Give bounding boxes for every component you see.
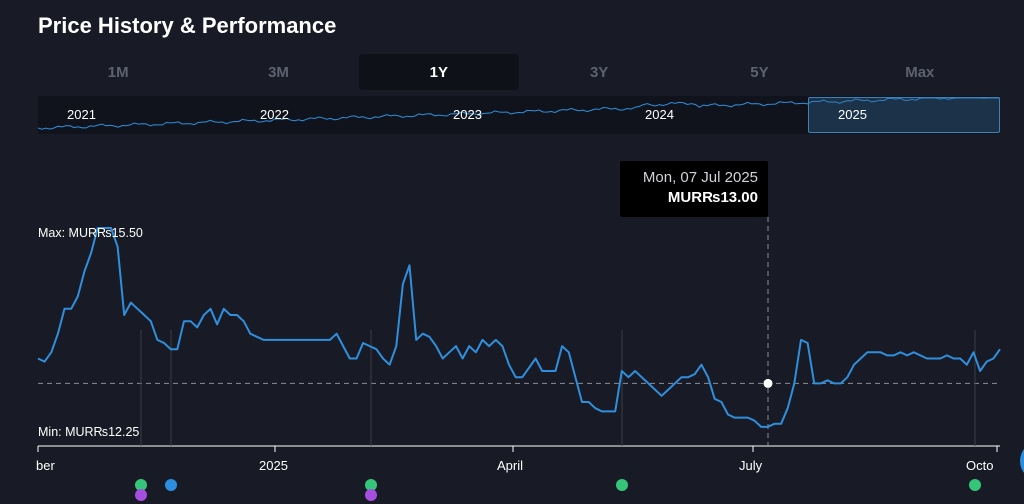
navigator-year-2022: 2022 bbox=[260, 107, 289, 122]
floating-action-button[interactable] bbox=[1020, 441, 1024, 481]
range-navigator[interactable]: 2021 2022 2023 2024 2025 bbox=[38, 96, 1000, 134]
event-dot-blue[interactable] bbox=[165, 479, 177, 491]
max-price-label: Max: MUR₨15.50 bbox=[38, 226, 143, 240]
tooltip-price: MUR₨13.00 bbox=[667, 189, 758, 206]
navigator-year-2024: 2024 bbox=[645, 107, 674, 122]
tab-3m[interactable]: 3M bbox=[268, 63, 289, 81]
page-title: Price History & Performance bbox=[38, 13, 337, 38]
x-tick-label: ber bbox=[36, 458, 55, 473]
hover-point bbox=[763, 378, 773, 388]
min-price-label: Min: MUR₨12.25 bbox=[38, 425, 140, 439]
tab-max[interactable]: Max bbox=[905, 63, 935, 81]
event-dot-green[interactable] bbox=[135, 479, 147, 491]
x-tick-label: 2025 bbox=[259, 458, 288, 473]
tab-5y[interactable]: 5Y bbox=[750, 63, 769, 81]
event-dot-purple[interactable] bbox=[365, 489, 377, 501]
event-dot-green[interactable] bbox=[365, 479, 377, 491]
navigator-year-2021: 2021 bbox=[67, 107, 96, 122]
x-tick-label: April bbox=[497, 458, 524, 473]
price-series-line bbox=[37, 227, 1001, 428]
navigator-year-2025: 2025 bbox=[838, 107, 867, 122]
x-tick-label: Octo bbox=[966, 458, 994, 473]
tab-1m[interactable]: 1M bbox=[107, 63, 129, 81]
navigator-year-2023: 2023 bbox=[453, 107, 482, 122]
x-tick-label: July bbox=[739, 458, 763, 473]
tab-1y[interactable]: 1Y bbox=[358, 54, 519, 90]
event-dot-purple[interactable] bbox=[135, 489, 147, 501]
event-dot-green[interactable] bbox=[616, 479, 628, 491]
navigator-selection-window[interactable] bbox=[808, 97, 1000, 133]
tooltip-date: Mon, 07 Jul 2025 bbox=[642, 169, 758, 186]
range-tabs: 1M 3M 1Y 3Y 5Y Max bbox=[38, 54, 1000, 90]
event-dot-green[interactable] bbox=[969, 479, 981, 491]
navigator-sparkline bbox=[38, 97, 1000, 130]
tab-3y[interactable]: 3Y bbox=[589, 63, 609, 81]
price-tooltip: Mon, 07 Jul 2025 MUR₨13.00 bbox=[620, 161, 768, 217]
